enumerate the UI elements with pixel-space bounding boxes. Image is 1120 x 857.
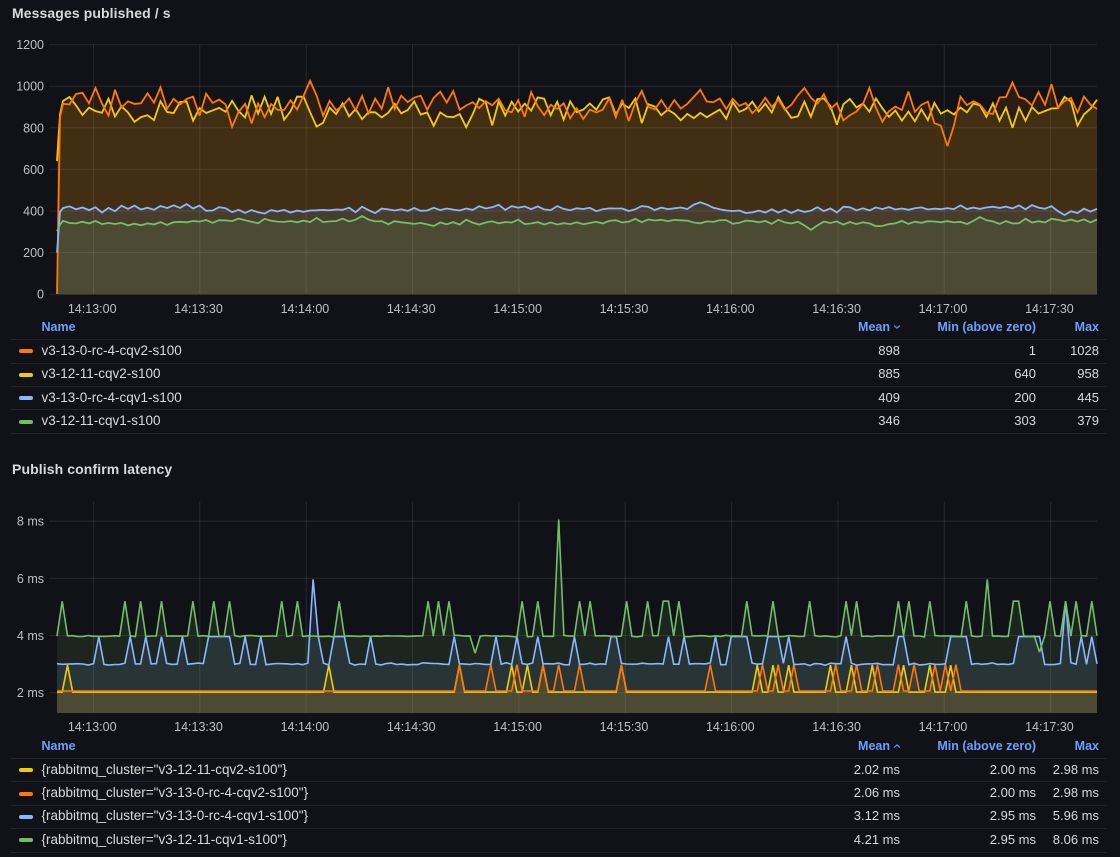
svg-text:14:16:30: 14:16:30 bbox=[812, 302, 861, 316]
svg-text:14:15:00: 14:15:00 bbox=[493, 720, 542, 734]
svg-text:14:13:00: 14:13:00 bbox=[68, 720, 117, 734]
svg-text:14:17:00: 14:17:00 bbox=[919, 302, 968, 316]
svg-text:14:14:30: 14:14:30 bbox=[387, 302, 436, 316]
svg-text:600: 600 bbox=[23, 163, 44, 177]
svg-text:2 ms: 2 ms bbox=[17, 686, 44, 700]
svg-text:1200: 1200 bbox=[16, 38, 44, 52]
svg-text:14:13:30: 14:13:30 bbox=[174, 302, 223, 316]
svg-text:14:16:00: 14:16:00 bbox=[706, 302, 755, 316]
svg-text:800: 800 bbox=[23, 121, 44, 135]
svg-text:14:17:30: 14:17:30 bbox=[1025, 302, 1074, 316]
svg-text:14:15:30: 14:15:30 bbox=[600, 720, 649, 734]
svg-text:14:15:00: 14:15:00 bbox=[493, 302, 542, 316]
svg-text:14:14:00: 14:14:00 bbox=[281, 720, 330, 734]
svg-text:8 ms: 8 ms bbox=[17, 515, 44, 529]
svg-text:14:17:30: 14:17:30 bbox=[1025, 720, 1074, 734]
svg-text:14:14:00: 14:14:00 bbox=[281, 302, 330, 316]
svg-text:14:13:30: 14:13:30 bbox=[174, 720, 223, 734]
svg-text:4 ms: 4 ms bbox=[17, 629, 44, 643]
svg-text:1000: 1000 bbox=[16, 80, 44, 94]
svg-text:0: 0 bbox=[37, 288, 44, 302]
svg-text:14:14:30: 14:14:30 bbox=[387, 720, 436, 734]
svg-text:14:16:00: 14:16:00 bbox=[706, 720, 755, 734]
svg-text:14:16:30: 14:16:30 bbox=[812, 720, 861, 734]
svg-text:14:13:00: 14:13:00 bbox=[68, 302, 117, 316]
svg-text:14:17:00: 14:17:00 bbox=[919, 720, 968, 734]
svg-text:400: 400 bbox=[23, 205, 44, 219]
svg-text:200: 200 bbox=[23, 246, 44, 260]
svg-text:6 ms: 6 ms bbox=[17, 572, 44, 586]
svg-text:14:15:30: 14:15:30 bbox=[600, 302, 649, 316]
